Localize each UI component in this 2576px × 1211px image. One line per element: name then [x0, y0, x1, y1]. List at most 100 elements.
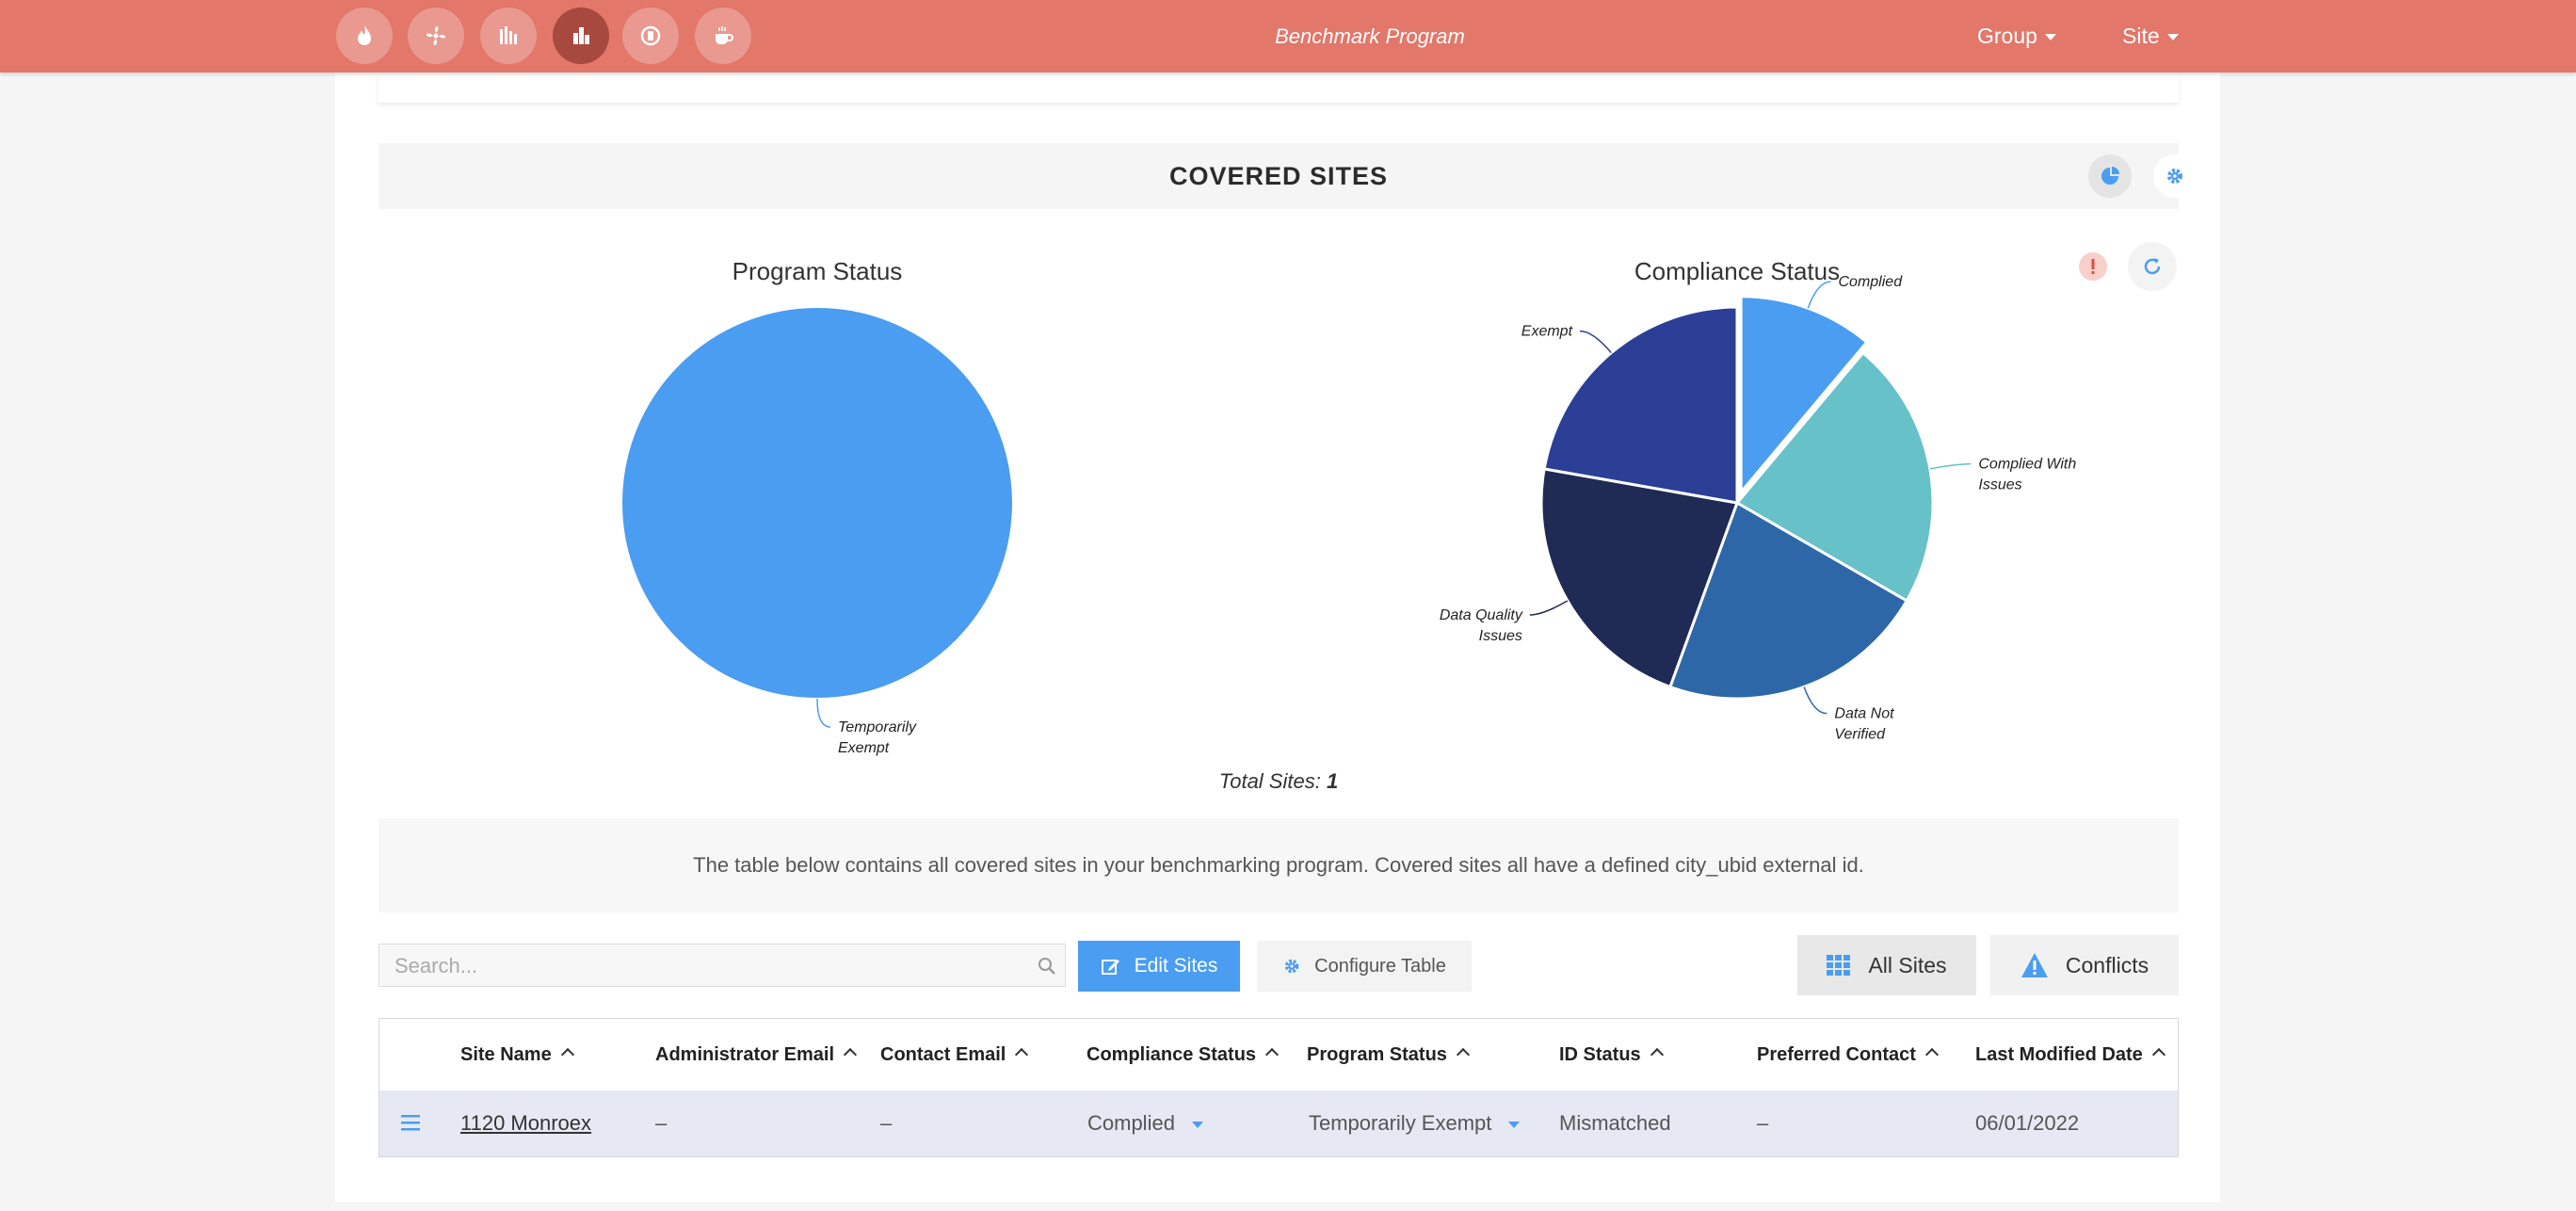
label-connector	[1529, 600, 1569, 616]
total-sites-value: 1	[1326, 769, 1339, 793]
sort-up-icon	[560, 1047, 574, 1062]
slice-data-quality-issues[interactable]	[1539, 467, 1740, 689]
nav-hvac-button[interactable]	[408, 8, 464, 64]
search-box	[378, 944, 1066, 988]
sort-up-icon	[1264, 1047, 1280, 1062]
refresh-icon	[2144, 258, 2161, 275]
col-compliance-status[interactable]: Compliance Status	[1087, 1019, 1280, 1090]
top-bar: Benchmark Program Group Site	[0, 0, 2576, 73]
search-input[interactable]	[379, 945, 1018, 988]
coffee-icon	[716, 26, 733, 44]
info-text: The table below contains all covered sit…	[378, 818, 2179, 912]
slice-data-not-verified[interactable]	[1667, 500, 1909, 701]
nav-energy-button[interactable]	[336, 8, 393, 64]
pie-chart-icon	[2101, 167, 2119, 185]
section-title: COVERED SITES	[1168, 162, 1389, 190]
program-status-value: Temporarily Exempt	[1309, 1111, 1492, 1135]
slice-label-data-not-verified: Data Not Verified	[1834, 706, 1894, 743]
nav-benchmark-button[interactable]	[553, 8, 609, 64]
hamburger-menu-icon[interactable]	[400, 1113, 421, 1132]
grid-icon	[1827, 955, 1851, 976]
gear-icon	[1284, 959, 1299, 974]
section-settings-button[interactable]	[2153, 154, 2197, 198]
label-connector	[1807, 281, 1831, 309]
section-header: COVERED SITES	[378, 143, 2197, 209]
label-connector	[1803, 686, 1827, 715]
preferred-contact-cell: –	[1757, 1111, 1769, 1135]
col-contact-email[interactable]: Contact Email	[880, 1019, 1029, 1090]
fan-icon	[427, 26, 445, 45]
edit-sites-label: Edit Sites	[1134, 955, 1218, 977]
buildings-icon	[573, 27, 589, 44]
gear-icon	[2167, 169, 2182, 184]
configure-table-label: Configure Table	[1314, 955, 1446, 977]
col-preferred-contact[interactable]: Preferred Contact	[1757, 1019, 1940, 1090]
app-title: Benchmark Program	[1275, 24, 1465, 48]
last-modified-cell: 06/01/2022	[1975, 1111, 2080, 1135]
col-program-status[interactable]: Program Status	[1307, 1019, 1471, 1090]
site-name-link[interactable]: 1120 Monroex	[460, 1111, 592, 1135]
nav-coffee-button[interactable]	[695, 8, 751, 64]
chart-title: Program Status	[733, 257, 903, 285]
group-menu-label: Group	[1977, 24, 2037, 48]
chevron-down-icon	[1508, 1121, 1521, 1128]
contact-email-cell: –	[880, 1111, 893, 1135]
group-menu[interactable]: Group	[1977, 0, 2056, 73]
sort-up-icon	[843, 1047, 858, 1062]
nav-bars-button[interactable]	[480, 8, 537, 64]
search-icon[interactable]	[1037, 956, 1057, 977]
badge-icon	[640, 25, 661, 46]
chevron-down-icon	[2044, 34, 2056, 41]
sort-up-icon	[1015, 1047, 1029, 1062]
slice-complied[interactable]	[1739, 295, 1869, 496]
program-status-chart: Program Status Temporarily Exempt	[620, 257, 1014, 756]
configure-table-button[interactable]: Configure Table	[1257, 941, 1472, 992]
chart-title: Compliance Status	[1634, 257, 1840, 285]
label-connector	[816, 698, 831, 728]
alert-button[interactable]	[2069, 242, 2117, 291]
sites-table: Site Name Administrator Email Contact Em…	[378, 1018, 2179, 1157]
all-sites-label: All Sites	[1868, 952, 1947, 977]
nav-badge-button[interactable]	[622, 8, 679, 64]
admin-email-cell: –	[655, 1111, 668, 1135]
exclamation-icon	[2079, 252, 2107, 281]
compliance-status-dropdown[interactable]: Complied	[1087, 1090, 1203, 1156]
col-admin-email[interactable]: Administrator Email	[655, 1019, 858, 1090]
charts-area: Program Status Temporarily Exempt Complian…	[620, 257, 2077, 756]
id-status-cell: Mismatched	[1559, 1111, 1671, 1135]
sort-up-icon	[1650, 1047, 1664, 1062]
refresh-button[interactable]	[2128, 242, 2177, 291]
label-connector	[1579, 330, 1612, 354]
slice-label-complied-with-issues: Complied With Issues	[1978, 457, 2076, 493]
slice-temporarily-exempt[interactable]	[620, 306, 1014, 700]
program-status-dropdown[interactable]: Temporarily Exempt	[1309, 1090, 1521, 1156]
sort-up-icon	[1456, 1047, 1471, 1062]
main-panel: COVERED SITES Program Status Temporarily E…	[335, 73, 2220, 1203]
compliance-status-value: Complied	[1087, 1111, 1175, 1135]
label-connector	[1929, 462, 1972, 470]
table-header: Site Name Administrator Email Contact Em…	[379, 1019, 2178, 1091]
slice-complied-with-issues[interactable]	[1734, 350, 1935, 604]
conflicts-label: Conflicts	[2065, 952, 2149, 977]
table-row[interactable]: 1120 Monroex – – Complied Temporarily Ex…	[379, 1090, 2178, 1156]
warning-icon	[2021, 953, 2048, 977]
previous-card	[378, 73, 2179, 103]
conflicts-button[interactable]: Conflicts	[1990, 935, 2179, 995]
col-id-status[interactable]: ID Status	[1559, 1019, 1664, 1090]
site-menu[interactable]: Site	[2122, 0, 2179, 73]
total-sites: Total Sites: 1	[378, 769, 2179, 794]
slice-exempt[interactable]	[1542, 305, 1739, 505]
col-last-modified[interactable]: Last Modified Date	[1975, 1019, 2165, 1090]
edit-icon	[1101, 960, 1119, 975]
flame-icon	[358, 25, 371, 45]
slice-label-temporarily-exempt: Temporarily Exempt	[838, 719, 917, 756]
chevron-down-icon	[2166, 34, 2179, 41]
slice-label-complied: Complied	[1839, 274, 1904, 290]
col-site-name[interactable]: Site Name	[460, 1019, 574, 1090]
bars-icon	[500, 26, 517, 44]
edit-sites-button[interactable]: Edit Sites	[1078, 941, 1240, 992]
all-sites-button[interactable]: All Sites	[1797, 935, 1976, 995]
pie-view-button[interactable]	[2088, 154, 2132, 198]
sort-up-icon	[1924, 1047, 1940, 1062]
